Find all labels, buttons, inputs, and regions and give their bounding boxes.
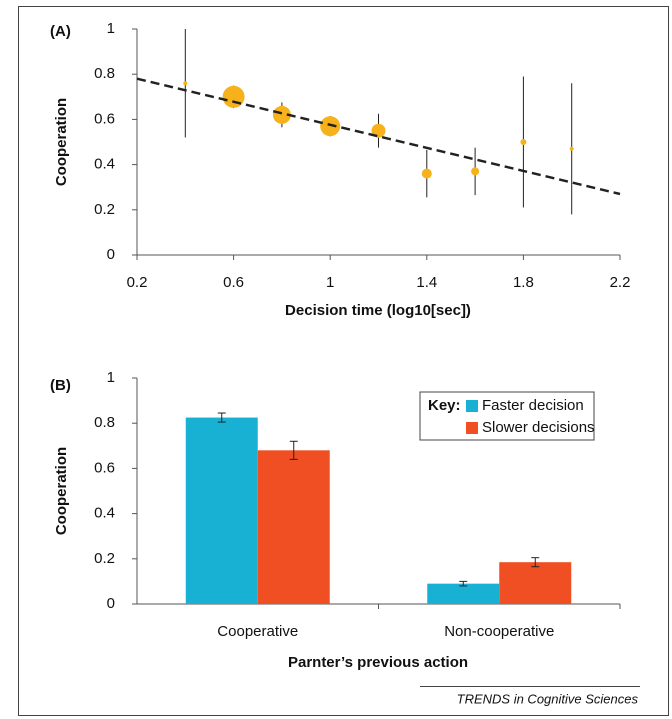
legend-box — [419, 391, 595, 441]
x-tick-label: 0.2 — [127, 274, 148, 291]
legend-swatch — [466, 400, 478, 412]
x-tick-label: 2.2 — [610, 274, 631, 291]
x-tick-label: 1 — [326, 274, 334, 291]
panel-label: (B) — [50, 377, 71, 394]
x-axis-title: Decision time (log10[sec]) — [285, 302, 471, 319]
y-tick-label: 0.2 — [94, 550, 115, 567]
x-tick-label: Non-cooperative — [444, 623, 554, 640]
y-axis-title: Cooperation — [53, 98, 70, 186]
panel-label: (A) — [50, 23, 71, 40]
x-axis-title: Parnter’s previous action — [288, 654, 468, 671]
x-tick-label: 1.4 — [416, 274, 437, 291]
bar — [427, 583, 500, 604]
y-tick-label: 1 — [107, 369, 115, 386]
footer: TRENDS in Cognitive Sciences — [457, 691, 639, 706]
bubble — [421, 168, 432, 179]
y-tick-label: 0 — [107, 595, 115, 612]
x-tick-label: 1.8 — [513, 274, 534, 291]
y-tick-label: 0.4 — [94, 505, 115, 522]
y-tick-label: 0.8 — [94, 414, 115, 431]
bubble — [471, 167, 480, 176]
y-tick-label: 1 — [107, 20, 115, 37]
y-tick-label: 0.4 — [94, 156, 115, 173]
legend-label: Faster decision — [482, 397, 584, 414]
x-tick-label: Cooperative — [217, 623, 298, 640]
y-axis-title: Cooperation — [53, 447, 70, 535]
frame — [18, 6, 669, 716]
trend-line — [136, 77, 621, 196]
y-tick-label: 0.8 — [94, 65, 115, 82]
legend-title: Key: — [428, 397, 461, 414]
bubble — [183, 81, 188, 86]
bar — [499, 562, 572, 604]
bubble — [222, 85, 245, 108]
y-tick-label: 0.2 — [94, 201, 115, 218]
legend-label: Slower decisions — [482, 419, 595, 436]
bubble — [371, 123, 386, 138]
bubble — [569, 146, 574, 151]
y-tick-label: 0 — [107, 246, 115, 263]
bubble — [272, 105, 291, 124]
bar — [185, 417, 258, 604]
y-tick-label: 0.6 — [94, 459, 115, 476]
x-tick-label: 0.6 — [223, 274, 244, 291]
y-tick-label: 0.6 — [94, 110, 115, 127]
bubble — [320, 116, 341, 137]
bubble — [520, 139, 527, 145]
bar — [257, 450, 330, 604]
legend-swatch — [466, 422, 478, 434]
